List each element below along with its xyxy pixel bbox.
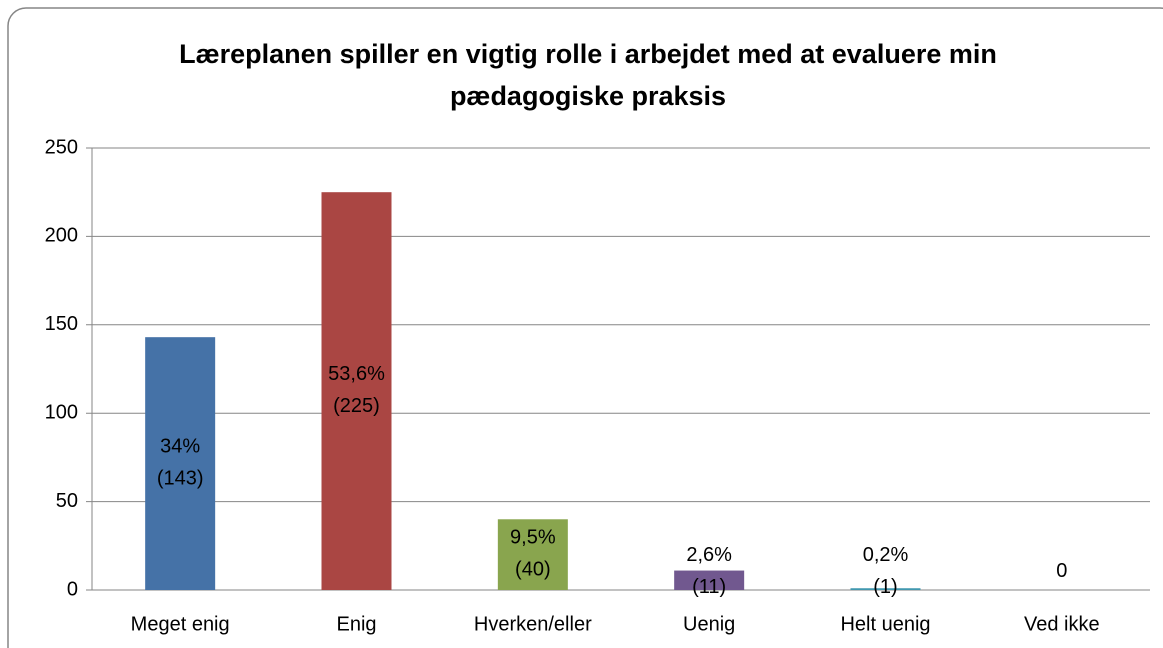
data-label-line: (40) (515, 559, 551, 581)
chart-border (7, 7, 1163, 648)
y-tick-label: 150 (45, 313, 78, 335)
data-label-line: 2,6% (686, 544, 732, 566)
data-label-line: (225) (333, 395, 380, 417)
data-label-line: (11) (692, 576, 726, 598)
data-label-line: 9,5% (510, 527, 556, 549)
data-label: 53,6% (225) (328, 363, 385, 417)
bar (321, 192, 392, 590)
data-label: 0,2% (1) (863, 544, 909, 598)
y-tick-label: 50 (56, 490, 78, 512)
chart-title: Læreplanen spiller en vigtig rolle i arb… (179, 39, 997, 69)
y-tick-label: 200 (45, 225, 78, 247)
x-tick-label: Hverken/eller (474, 613, 592, 635)
bar (145, 337, 216, 590)
x-tick-label: Meget enig (131, 613, 230, 635)
y-tick-label: 100 (45, 401, 78, 423)
data-label-line: 34% (160, 436, 200, 458)
bar (497, 519, 568, 590)
data-label: 34% (143) (157, 436, 204, 490)
data-label: 2,6% (11) (686, 544, 732, 598)
x-tick-label: Ved ikke (1024, 613, 1100, 635)
data-label-line: (1) (873, 576, 897, 598)
bar (674, 570, 745, 590)
data-label-line: 53,6% (328, 363, 385, 385)
x-tick-label: Helt uenig (840, 613, 930, 635)
y-tick-label: 0 (67, 578, 78, 600)
bar (850, 588, 921, 590)
chart-title: pædagogiske praksis (450, 81, 726, 111)
data-label: 0 (1056, 560, 1067, 582)
data-label-line: 0,2% (863, 544, 909, 566)
x-tick-label: Uenig (683, 613, 735, 635)
x-tick-label: Enig (336, 613, 376, 635)
data-label-line: 0 (1056, 560, 1067, 582)
y-tick-label: 250 (45, 136, 78, 158)
data-label: 9,5% (40) (510, 527, 556, 581)
data-label-line: (143) (157, 468, 204, 490)
